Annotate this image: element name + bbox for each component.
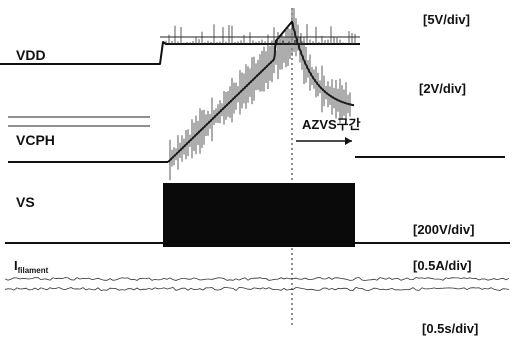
vcph-ramp bbox=[167, 20, 355, 163]
vdd-trace bbox=[0, 41, 360, 65]
azvs-arrowhead bbox=[345, 137, 352, 145]
vcph-noise bbox=[169, 8, 351, 181]
channel-label-ifilament-subscript: filament bbox=[18, 266, 49, 275]
channel-label-vcph: VCPH bbox=[16, 132, 55, 148]
scale-label-vs: [200V/div] bbox=[413, 222, 474, 237]
channel-label-vdd: VDD bbox=[16, 47, 46, 63]
time-scale-label: [0.5s/div] bbox=[422, 321, 478, 336]
vs-switching-block bbox=[163, 183, 355, 247]
channel-label-ifilament-main: I bbox=[14, 258, 18, 273]
ifilament-trace-lower bbox=[4, 287, 510, 292]
ifilament-trace-upper bbox=[4, 277, 510, 281]
channel-label-ifilament: Ifilament bbox=[14, 258, 49, 275]
scale-label-vdd: [5V/div] bbox=[423, 12, 470, 27]
scale-label-ifilament: [0.5A/div] bbox=[413, 258, 472, 273]
azvs-annotation: AZVS구간 bbox=[302, 117, 361, 132]
vdd-noise-spikes bbox=[165, 8, 356, 44]
scale-label-vcph: [2V/div] bbox=[419, 81, 466, 96]
channel-label-vs: VS bbox=[16, 194, 35, 210]
